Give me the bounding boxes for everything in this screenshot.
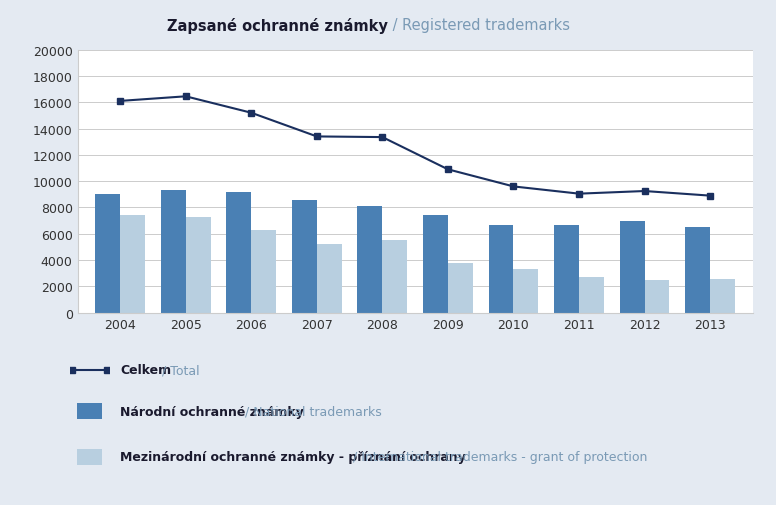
Bar [620, 222, 645, 313]
Text: Zapsané ochranné známky: Zapsané ochranné známky [167, 18, 388, 34]
Bar [448, 263, 473, 313]
Bar [383, 241, 407, 313]
Text: / National trademarks: / National trademarks [241, 405, 381, 418]
Bar [120, 216, 145, 313]
Bar [685, 227, 710, 313]
Bar [317, 245, 341, 313]
Bar [554, 225, 579, 313]
Bar [77, 403, 102, 420]
Bar [227, 192, 251, 313]
Bar [77, 449, 102, 465]
Bar [358, 207, 383, 313]
Bar [579, 278, 604, 313]
Text: Národní ochranné známky: Národní ochranné známky [120, 405, 304, 418]
Bar [292, 201, 317, 313]
Bar [161, 190, 185, 313]
Text: / International trademarks - grant of protection: / International trademarks - grant of pr… [349, 450, 648, 464]
Bar [95, 195, 120, 313]
Text: Mezinárodní ochranné známky - příznání ochrany: Mezinárodní ochranné známky - příznání o… [120, 450, 466, 464]
Bar [251, 230, 276, 313]
Bar [489, 225, 514, 313]
Text: / Registered trademarks: / Registered trademarks [388, 18, 570, 33]
Bar [423, 216, 448, 313]
Bar [645, 280, 670, 313]
Text: / Total: / Total [158, 364, 199, 377]
Text: Celkem: Celkem [120, 364, 171, 377]
Bar [185, 217, 210, 313]
Bar [710, 280, 735, 313]
Bar [514, 270, 539, 313]
